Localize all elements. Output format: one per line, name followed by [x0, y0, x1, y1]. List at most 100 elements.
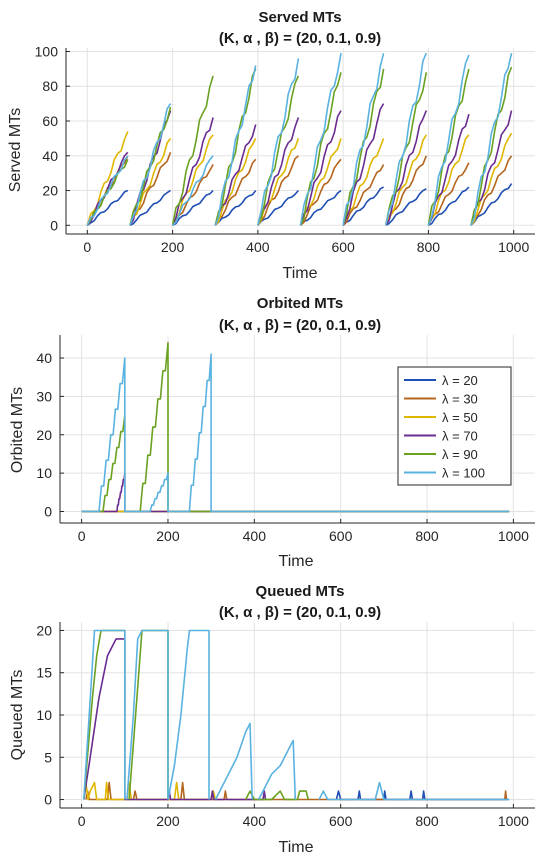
queued-mts-series-line-lambda-100: [167, 629, 210, 800]
served-mts-xlabel: Time: [283, 265, 318, 282]
served-mts-series-line-lambda-90: [470, 66, 513, 226]
served-mts-series-line-lambda-50: [385, 134, 427, 226]
served-mts-series-line-lambda-20: [129, 189, 171, 227]
orbited-mts-series-line-lambda-100: [81, 353, 510, 513]
served-mts-series-line-lambda-90: [171, 75, 214, 226]
served-mts-series-line-lambda-50: [86, 131, 129, 226]
served-mts-series-line-lambda-90: [299, 72, 342, 226]
queued-mts-x-tick-label: 600: [329, 813, 353, 829]
served-mts-series-line-lambda-100: [172, 155, 214, 226]
queued-mts-x-tick-label: 0: [78, 813, 86, 829]
orbited-mts-x-tick-label: 1000: [498, 528, 529, 544]
served-mts-series-line-lambda-70: [257, 117, 300, 226]
served-mts-series-line-lambda-70: [385, 110, 428, 226]
queued-mts-title: Queued MTs: [256, 583, 345, 600]
served-mts-series-line-lambda-90: [214, 68, 257, 226]
served-mts-series-line-lambda-30: [257, 155, 299, 226]
served-mts-y-tick-label: 100: [35, 43, 59, 59]
orbited-mts-legend-entry: λ = 100: [442, 466, 485, 481]
orbited-mts-y-tick-label: 10: [36, 465, 52, 481]
orbited-mts-legend-entry: λ = 90: [442, 447, 478, 462]
orbited-mts-legend-entry: λ = 20: [442, 373, 478, 388]
queued-mts-x-tick-label: 1000: [498, 813, 529, 829]
served-mts-series-line-lambda-100: [86, 155, 129, 226]
queued-mts-ylabel: Queued MTs: [9, 670, 26, 761]
served-mts-series-line-lambda-70: [342, 103, 385, 226]
served-mts-y-tick-label: 40: [42, 148, 58, 164]
orbited-mts-panel: Orbited MTs (K, α , β) = (20, 0.1, 0.9) …: [9, 295, 535, 570]
served-mts-ylabel: Served MTs: [7, 108, 24, 192]
orbited-mts-title: Orbited MTs: [257, 295, 343, 312]
served-mts-title: Served MTs: [258, 9, 341, 26]
queued-mts-series-line-lambda-100: [126, 629, 169, 800]
served-mts-series-line-lambda-20: [214, 190, 257, 226]
served-mts-series-line-lambda-30: [299, 158, 342, 226]
queued-mts-series-line-lambda-100: [214, 722, 253, 800]
served-mts-series-line-lambda-30: [470, 155, 513, 226]
served-mts-series-line-lambda-50: [129, 137, 172, 226]
orbited-mts-y-tick-label: 30: [36, 388, 52, 404]
served-mts-x-tick-label: 800: [417, 239, 441, 255]
queued-mts-x-tick-label: 800: [415, 813, 439, 829]
served-mts-series-line-lambda-20: [299, 189, 342, 226]
queued-mts-x-tick-label: 200: [156, 813, 180, 829]
queued-mts-y-tick-label: 0: [44, 792, 52, 808]
served-mts-x-tick-label: 0: [83, 239, 91, 255]
served-mts-series-line-lambda-90: [257, 75, 300, 226]
served-mts-series-line-lambda-70: [299, 110, 342, 226]
queued-mts-y-tick-label: 5: [44, 749, 52, 765]
served-mts-y-tick-label: 80: [42, 78, 58, 94]
queued-mts-y-tick-label: 15: [36, 665, 52, 681]
served-mts-y-tick-label: 20: [42, 183, 58, 199]
served-mts-series-line-lambda-100: [257, 58, 300, 226]
queued-mts-series-line-lambda-100: [257, 739, 297, 800]
served-mts-series-line-lambda-100: [427, 54, 470, 226]
served-mts-series-line-lambda-50: [214, 138, 257, 226]
served-mts-series-line-lambda-30: [342, 164, 385, 226]
orbited-mts-xlabel: Time: [279, 553, 314, 570]
orbited-mts-y-tick-label: 0: [44, 503, 52, 519]
served-mts-series-line-lambda-30: [385, 155, 428, 226]
served-mts-series-line-lambda-20: [86, 189, 129, 226]
orbited-mts-legend-entry: λ = 50: [442, 410, 478, 425]
served-mts-series-line-lambda-100: [385, 52, 428, 226]
served-mts-series-line-lambda-20: [385, 188, 427, 227]
served-mts-series-line-lambda-20: [257, 189, 300, 226]
served-mts-series-line-lambda-50: [427, 134, 470, 226]
queued-mts-y-tick-label: 20: [36, 622, 52, 638]
queued-mts-panel: Queued MTs (K, α , β) = (20, 0.1, 0.9) T…: [9, 583, 535, 856]
served-mts-series-line-lambda-100: [470, 53, 513, 226]
served-mts-series-line-lambda-100: [299, 53, 342, 226]
queued-mts-xlabel: Time: [279, 839, 314, 856]
served-mts-series-line-lambda-30: [214, 158, 257, 226]
served-mts-series-line-lambda-20: [172, 189, 214, 227]
orbited-mts-legend-entry: λ = 30: [442, 392, 478, 407]
served-mts-series-line-lambda-20: [342, 186, 384, 226]
served-mts-x-tick-label: 600: [331, 239, 355, 255]
served-mts-series-line-lambda-100: [214, 65, 257, 226]
served-mts-x-tick-label: 200: [161, 239, 185, 255]
orbited-mts-x-tick-label: 600: [329, 528, 353, 544]
queued-mts-x-tick-label: 400: [243, 813, 267, 829]
served-mts-series-line-lambda-100: [129, 103, 172, 226]
queued-mts-series-line-lambda-100: [83, 629, 126, 800]
orbited-mts-legend-entry: λ = 70: [442, 429, 478, 444]
served-mts-series-line-lambda-20: [428, 186, 470, 227]
queued-mts-subtitle: (K, α , β) = (20, 0.1, 0.9): [219, 604, 381, 621]
queued-mts-series-line-lambda-100: [318, 781, 510, 801]
served-mts-series-line-lambda-20: [470, 183, 513, 226]
orbited-mts-x-tick-label: 0: [78, 528, 86, 544]
served-mts-panel: Served MTs (K, α , β) = (20, 0.1, 0.9) T…: [7, 9, 535, 282]
orbited-mts-y-tick-label: 40: [36, 350, 52, 366]
orbited-mts-legend: [397, 366, 512, 486]
orbited-mts-x-tick-label: 200: [156, 528, 180, 544]
queued-mts-y-tick-label: 10: [36, 707, 52, 723]
served-mts-subtitle: (K, α , β) = (20, 0.1, 0.9): [219, 30, 381, 47]
served-mts-x-tick-label: 1000: [498, 239, 529, 255]
orbited-mts-x-tick-label: 400: [243, 528, 267, 544]
orbited-mts-x-tick-label: 800: [415, 528, 439, 544]
orbited-mts-ylabel: Orbited MTs: [9, 387, 26, 473]
orbited-mts-subtitle: (K, α , β) = (20, 0.1, 0.9): [219, 317, 381, 334]
served-mts-series-line-lambda-100: [342, 53, 385, 226]
